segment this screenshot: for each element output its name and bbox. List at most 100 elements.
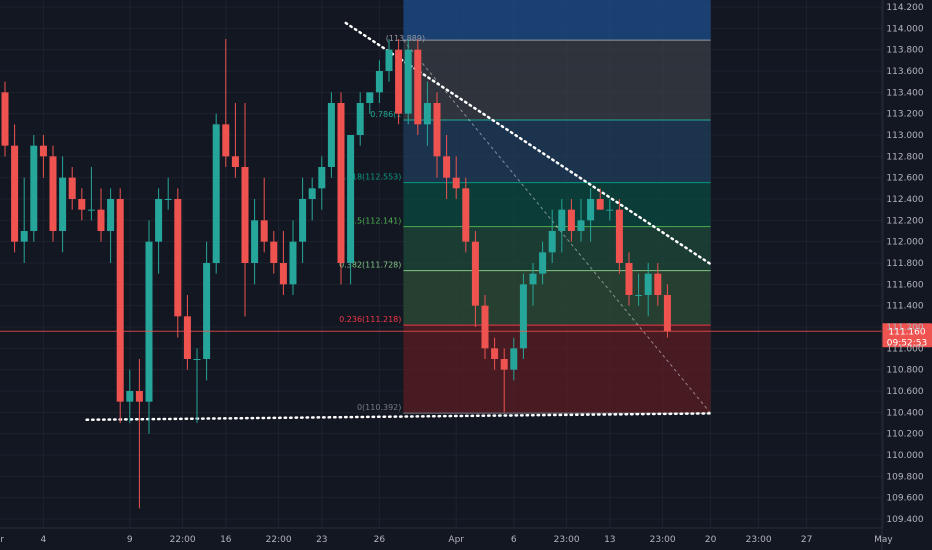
candle — [97, 188, 105, 242]
candle — [318, 156, 326, 210]
time-tick-label: May — [874, 535, 893, 545]
candle — [663, 284, 671, 338]
price-tick-label: 109.400 — [886, 515, 923, 525]
candle-body — [558, 209, 566, 231]
candle-body — [39, 145, 47, 157]
candle-body — [635, 295, 643, 296]
price-tick-label: 110.000 — [886, 451, 923, 461]
candle-body — [222, 124, 230, 157]
price-tick-label: 112.000 — [886, 238, 923, 248]
candle — [395, 39, 403, 125]
fib-level-label: 0.5(112.141) — [349, 217, 401, 226]
price-tag — [882, 323, 932, 348]
time-tick-label: Mar — [0, 535, 4, 545]
fib-level-label: 0.236(111.218) — [339, 315, 401, 324]
candle-body — [606, 209, 614, 211]
candle — [587, 188, 595, 242]
candle-body — [337, 103, 345, 263]
time-tick-label: 23:00 — [746, 535, 772, 545]
candle — [164, 177, 172, 210]
trendline-support — [85, 412, 712, 422]
candle — [327, 92, 335, 178]
candle — [356, 92, 364, 146]
candle — [30, 135, 38, 242]
candle-body — [596, 199, 604, 210]
candle-body — [481, 305, 489, 349]
candle — [366, 92, 374, 114]
time-tick-label: 26 — [374, 535, 386, 545]
candle-body — [423, 103, 431, 125]
candle-body — [68, 177, 76, 199]
candle — [510, 337, 518, 381]
candle-body — [356, 103, 364, 135]
candle-body — [471, 241, 479, 306]
candle-body — [241, 167, 249, 263]
time-tick-label: 22:00 — [266, 535, 292, 545]
candle-body — [654, 273, 662, 295]
price-tick-label: 112.200 — [886, 216, 923, 226]
fib-zone — [403, 325, 711, 414]
candle-body — [126, 391, 134, 402]
candle — [20, 177, 28, 263]
candle — [500, 348, 508, 413]
candle — [625, 252, 633, 306]
candle-body — [87, 209, 95, 211]
price-tick-label: 111.600 — [886, 280, 923, 290]
candle-body — [308, 188, 316, 199]
candle-body — [116, 199, 124, 402]
fib-zone — [403, 40, 711, 120]
candle-body — [97, 209, 105, 231]
candle-body — [1, 92, 9, 146]
candle-body — [347, 135, 355, 263]
candle-body — [183, 316, 191, 359]
candle — [116, 188, 124, 423]
candle-body — [443, 156, 451, 178]
time-tick-label: 23:00 — [554, 535, 580, 545]
candle — [260, 177, 268, 253]
time-tick-label: 16 — [220, 535, 232, 545]
candle-body — [644, 273, 652, 295]
candle — [471, 231, 479, 327]
candle — [78, 188, 86, 221]
price-axis[interactable]: 114.200 114.000 113.800 113.600 113.400 113.2… — [881, 0, 924, 550]
price-tick-label: 111.400 — [886, 302, 923, 312]
time-tick-label: Apr — [448, 535, 464, 545]
price-tick-label: 111.200 — [886, 323, 923, 333]
candle — [59, 156, 67, 253]
candle-body — [174, 199, 182, 317]
candle — [231, 103, 239, 178]
time-axis[interactable]: Mar 4 9 22:00 16 22:00 23 26 Apr 6 23:00 13 23:00 20 2… — [0, 527, 893, 545]
candle — [481, 295, 489, 359]
time-tick-label: 23:00 — [650, 535, 676, 545]
candle — [606, 199, 614, 221]
candle-body — [366, 92, 374, 103]
candle-body — [327, 103, 335, 167]
candle — [11, 124, 19, 253]
candle-body — [395, 49, 403, 114]
candle-body — [433, 103, 441, 157]
candle — [126, 369, 134, 423]
price-tick-label: 113.000 — [886, 131, 923, 141]
candle-body — [212, 124, 220, 263]
price-tick-label: 113.200 — [886, 110, 923, 120]
candle — [222, 39, 230, 167]
candle — [539, 241, 547, 285]
candle — [654, 263, 662, 306]
time-tick-label: 27 — [801, 535, 812, 545]
candle-body — [452, 177, 460, 189]
price-tick-label: 110.400 — [886, 408, 923, 418]
candle-body — [193, 359, 201, 360]
candle — [87, 167, 95, 221]
candle — [1, 81, 9, 157]
fib-level-label: 0.382(111.728) — [339, 261, 401, 270]
candle — [39, 135, 47, 178]
candle — [49, 145, 57, 242]
candle-body — [625, 263, 633, 295]
candle-body — [539, 252, 547, 274]
candle — [462, 177, 470, 253]
candle — [135, 359, 143, 509]
candle-body — [135, 391, 143, 402]
price-tick-label: 114.000 — [886, 24, 923, 34]
candle — [241, 103, 249, 317]
